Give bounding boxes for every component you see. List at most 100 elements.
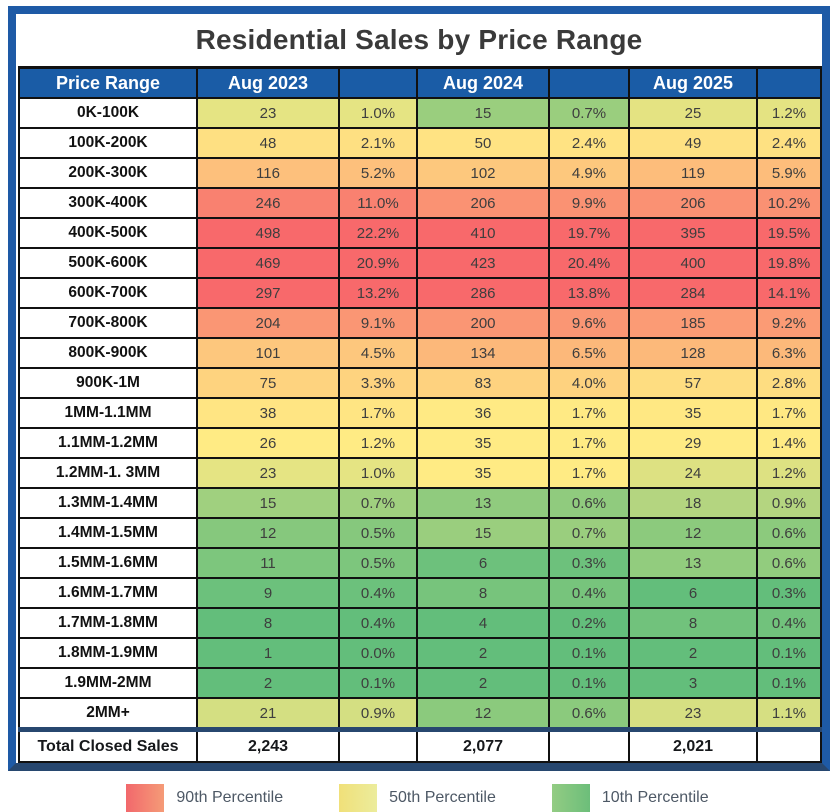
percent-cell: 2.4% <box>548 127 630 159</box>
percent-cell: 1.0% <box>338 457 418 489</box>
percent-cell: 4.5% <box>338 337 418 369</box>
count-cell: 116 <box>196 157 340 189</box>
count-cell: 6 <box>628 577 758 609</box>
total-aug-2023: 2,243 <box>196 727 340 763</box>
count-cell: 12 <box>416 697 550 731</box>
percent-cell: 0.1% <box>756 637 822 669</box>
table-row: 1.3MM-1.4MM 15 0.7% 13 0.6% 18 0.9% <box>18 487 822 519</box>
price-range-cell: 700K-800K <box>18 307 198 339</box>
percent-cell: 0.4% <box>338 607 418 639</box>
percent-cell: 0.7% <box>338 487 418 519</box>
table-row: 0K-100K 23 1.0% 15 0.7% 25 1.2% <box>18 97 822 129</box>
percent-cell: 0.9% <box>756 487 822 519</box>
percent-cell: 22.2% <box>338 217 418 249</box>
percent-cell: 19.8% <box>756 247 822 279</box>
total-pct-2025 <box>756 727 822 763</box>
count-cell: 206 <box>628 187 758 219</box>
count-cell: 200 <box>416 307 550 339</box>
col-header-aug-2025: Aug 2025 <box>628 66 758 99</box>
percent-cell: 20.4% <box>548 247 630 279</box>
price-range-cell: 1.5MM-1.6MM <box>18 547 198 579</box>
percent-cell: 0.7% <box>548 517 630 549</box>
percent-cell: 0.4% <box>548 577 630 609</box>
percent-cell: 9.1% <box>338 307 418 339</box>
percent-cell: 1.2% <box>338 427 418 459</box>
count-cell: 29 <box>628 427 758 459</box>
percent-cell: 1.7% <box>548 427 630 459</box>
percent-cell: 0.1% <box>338 667 418 699</box>
table-row: 1.1MM-1.2MM 26 1.2% 35 1.7% 29 1.4% <box>18 427 822 459</box>
page-title: Residential Sales by Price Range <box>195 24 643 55</box>
percent-cell: 0.1% <box>548 667 630 699</box>
red-swatch-icon <box>126 784 165 812</box>
percent-cell: 10.2% <box>756 187 822 219</box>
total-aug-2024: 2,077 <box>416 727 550 763</box>
count-cell: 469 <box>196 247 340 279</box>
percent-cell: 1.7% <box>548 397 630 429</box>
percent-cell: 9.6% <box>548 307 630 339</box>
count-cell: 12 <box>628 517 758 549</box>
count-cell: 75 <box>196 367 340 399</box>
header-row: Price Range Aug 2023 Aug 2024 Aug 2025 <box>18 66 822 99</box>
count-cell: 134 <box>416 337 550 369</box>
price-range-cell: 800K-900K <box>18 337 198 369</box>
percent-cell: 19.5% <box>756 217 822 249</box>
count-cell: 15 <box>416 517 550 549</box>
count-cell: 2 <box>196 667 340 699</box>
percent-cell: 0.6% <box>756 517 822 549</box>
table-row: 1.5MM-1.6MM 11 0.5% 6 0.3% 13 0.6% <box>18 547 822 579</box>
count-cell: 410 <box>416 217 550 249</box>
count-cell: 119 <box>628 157 758 189</box>
percent-cell: 2.4% <box>756 127 822 159</box>
count-cell: 286 <box>416 277 550 309</box>
count-cell: 15 <box>196 487 340 519</box>
count-cell: 18 <box>628 487 758 519</box>
green-swatch-icon <box>551 784 590 812</box>
table-row: 1.2MM-1. 3MM 23 1.0% 35 1.7% 24 1.2% <box>18 457 822 489</box>
percent-cell: 1.7% <box>756 397 822 429</box>
price-range-cell: 500K-600K <box>18 247 198 279</box>
legend: 90th Percentile 50th Percentile 10th Per… <box>0 784 835 812</box>
table-body: 0K-100K 23 1.0% 15 0.7% 25 1.2% 100K-200K 48 2.1%… <box>18 97 822 731</box>
percent-cell: 6.3% <box>756 337 822 369</box>
count-cell: 128 <box>628 337 758 369</box>
col-header-aug-2024: Aug 2024 <box>416 66 550 99</box>
table-row: 700K-800K 204 9.1% 200 9.6% 185 9.2% <box>18 307 822 339</box>
table-row: 400K-500K 498 22.2% 410 19.7% 395 19.5% <box>18 217 822 249</box>
residential-sales-report: Residential Sales by Price Range Price R… <box>0 6 835 812</box>
percent-cell: 5.2% <box>338 157 418 189</box>
price-range-cell: 1.8MM-1.9MM <box>18 637 198 669</box>
percent-cell: 0.4% <box>756 607 822 639</box>
count-cell: 6 <box>416 547 550 579</box>
table-row: 1.8MM-1.9MM 1 0.0% 2 0.1% 2 0.1% <box>18 637 822 669</box>
count-cell: 284 <box>628 277 758 309</box>
title-bar: Residential Sales by Price Range <box>18 14 820 66</box>
price-range-cell: 1.2MM-1. 3MM <box>18 457 198 489</box>
total-pct-2024 <box>548 727 630 763</box>
total-pct-2023 <box>338 727 418 763</box>
percent-cell: 0.9% <box>338 697 418 731</box>
table-row: 1.7MM-1.8MM 8 0.4% 4 0.2% 8 0.4% <box>18 607 822 639</box>
percent-cell: 6.5% <box>548 337 630 369</box>
count-cell: 3 <box>628 667 758 699</box>
legend-label-10th: 10th Percentile <box>601 789 709 806</box>
legend-item-50th: 50th Percentile <box>339 784 496 812</box>
count-cell: 102 <box>416 157 550 189</box>
count-cell: 246 <box>196 187 340 219</box>
table-row: 1.9MM-2MM 2 0.1% 2 0.1% 3 0.1% <box>18 667 822 699</box>
percent-cell: 1.7% <box>548 457 630 489</box>
price-range-cell: 300K-400K <box>18 187 198 219</box>
percent-cell: 0.5% <box>338 547 418 579</box>
price-range-cell: 2MM+ <box>18 697 198 731</box>
count-cell: 297 <box>196 277 340 309</box>
price-range-cell: 600K-700K <box>18 277 198 309</box>
percent-cell: 1.4% <box>756 427 822 459</box>
percent-cell: 11.0% <box>338 187 418 219</box>
total-aug-2025: 2,021 <box>628 727 758 763</box>
count-cell: 185 <box>628 307 758 339</box>
price-range-cell: 200K-300K <box>18 157 198 189</box>
percent-cell: 2.1% <box>338 127 418 159</box>
percent-cell: 0.6% <box>756 547 822 579</box>
table-row: 200K-300K 116 5.2% 102 4.9% 119 5.9% <box>18 157 822 189</box>
percent-cell: 0.2% <box>548 607 630 639</box>
